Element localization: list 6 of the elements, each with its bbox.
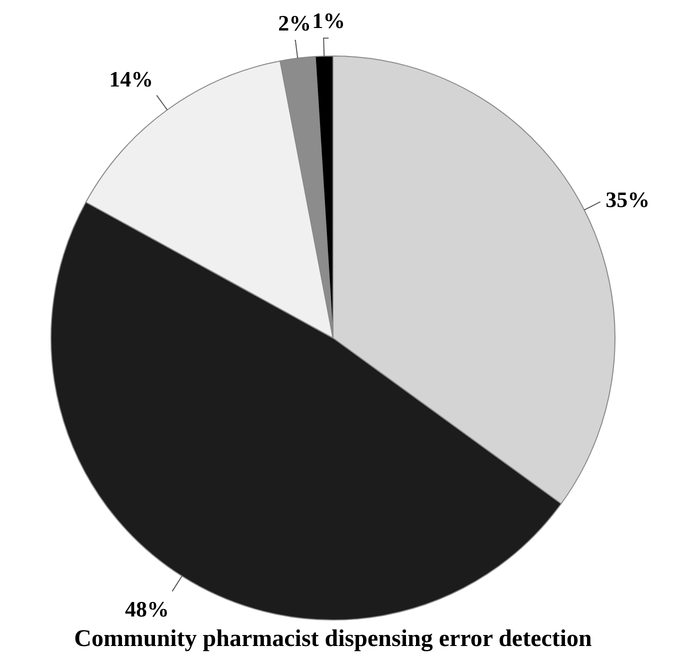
text: Community pharmacist dispensing error detection [74, 626, 592, 652]
data-label: 14% [109, 66, 154, 92]
data-label: 48% [125, 596, 170, 622]
data-label: 2% [278, 10, 312, 36]
data-label: 35% [606, 187, 650, 212]
data-label: 1% [312, 8, 346, 34]
